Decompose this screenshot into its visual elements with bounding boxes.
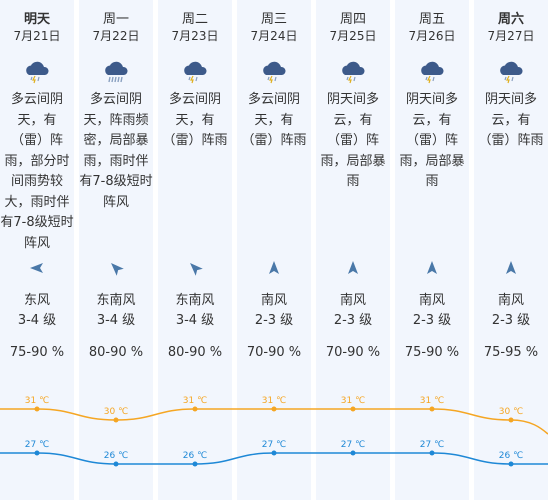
wind-direction: 南风: [418, 293, 445, 308]
wind-direction-southeast-icon: [187, 260, 203, 276]
thunder-rain-icon: [497, 60, 525, 84]
heavy-thunder-rain-icon: [102, 60, 130, 84]
forecast-day-3: 周三 7月24日多云间阴 天，有 （雷）阵雨南风 2-3 级 70-90 %: [237, 0, 311, 500]
day-name: 明天: [23, 12, 50, 27]
day-name: 周三: [260, 12, 287, 27]
weather-description: 阴天间多 云，有 （雷）阵 雨，局部暴 雨: [399, 92, 465, 189]
weather-description: 多云间阴 天，有 （雷）阵雨: [241, 92, 307, 148]
thunder-rain-icon: [23, 60, 51, 84]
humidity: 75-90 %: [9, 345, 65, 360]
humidity: 70-90 %: [325, 345, 381, 360]
day-name: 周五: [418, 12, 445, 27]
day-date: 7月24日: [250, 29, 298, 43]
wind-level: 2-3 级: [333, 313, 373, 328]
wind-direction-south-icon: [424, 260, 440, 276]
wind-direction: 南风: [497, 293, 524, 308]
day-date: 7月26日: [408, 29, 456, 43]
thunder-rain-icon: [181, 60, 209, 84]
forecast-day-4: 周四 7月25日阴天间多 云，有 （雷）阵 雨，局部暴 雨南风 2-3 级 70-90…: [316, 0, 390, 500]
humidity: 75-95 %: [483, 345, 539, 360]
forecast-day-2: 周二 7月23日多云间阴 天，有 （雷）阵雨东南风 3-4 级 80-90 %: [158, 0, 232, 500]
wind-level: 2-3 级: [254, 313, 294, 328]
day-date: 7月27日: [487, 29, 535, 43]
wind-level: 3-4 级: [175, 313, 215, 328]
thunder-rain-icon: [418, 60, 446, 84]
forecast-day-1: 周一 7月22日多云间阴 天，阵雨频 密，局部暴 雨，雨时伴 有7-8级短时 阵风…: [79, 0, 153, 500]
day-name: 周六: [497, 12, 524, 27]
wind-direction-east-icon: [29, 260, 45, 276]
wind-direction: 东南风: [175, 293, 215, 308]
weather-description: 阴天间多 云，有 （雷）阵雨: [478, 92, 544, 148]
forecast-day-6: 周六 7月27日阴天间多 云，有 （雷）阵雨南风 2-3 级 75-95 %: [474, 0, 548, 500]
day-name: 周一: [102, 12, 129, 27]
wind-direction-south-icon: [266, 260, 282, 276]
forecast-day-5: 周五 7月26日阴天间多 云，有 （雷）阵 雨，局部暴 雨南风 2-3 级 75-90…: [395, 0, 469, 500]
weather-description: 多云间阴 天，阵雨频 密，局部暴 雨，雨时伴 有7-8级短时 阵风: [79, 92, 153, 210]
weather-description: 阴天间多 云，有 （雷）阵 雨，局部暴 雨: [320, 92, 386, 189]
wind-direction-south-icon: [345, 260, 361, 276]
thunder-rain-icon: [339, 60, 367, 84]
wind-level: 2-3 级: [491, 313, 531, 328]
wind-direction: 南风: [339, 293, 366, 308]
wind-direction: 东风: [23, 293, 50, 308]
forecast-day-0: 明天 7月21日多云间阴 天，有 （雷）阵 雨，部分时 间雨势较 大，雨时伴 有7…: [0, 0, 74, 500]
wind-direction-south-icon: [503, 260, 519, 276]
day-date: 7月22日: [92, 29, 140, 43]
wind-level: 3-4 级: [17, 313, 57, 328]
humidity: 80-90 %: [167, 345, 223, 360]
day-date: 7月25日: [329, 29, 377, 43]
humidity: 70-90 %: [246, 345, 302, 360]
humidity: 80-90 %: [88, 345, 144, 360]
thunder-rain-icon: [260, 60, 288, 84]
wind-level: 3-4 级: [96, 313, 136, 328]
wind-level: 2-3 级: [412, 313, 452, 328]
weather-description: 多云间阴 天，有 （雷）阵雨: [162, 92, 228, 148]
wind-direction: 南风: [260, 293, 287, 308]
wind-direction-southeast-icon: [108, 260, 124, 276]
day-name: 周二: [181, 12, 208, 27]
wind-direction: 东南风: [96, 293, 136, 308]
day-date: 7月21日: [13, 29, 61, 43]
day-date: 7月23日: [171, 29, 219, 43]
weather-description: 多云间阴 天，有 （雷）阵 雨，部分时 间雨势较 大，雨时伴 有7-8级短时 阵…: [0, 92, 74, 251]
day-name: 周四: [339, 12, 366, 27]
humidity: 75-90 %: [404, 345, 460, 360]
